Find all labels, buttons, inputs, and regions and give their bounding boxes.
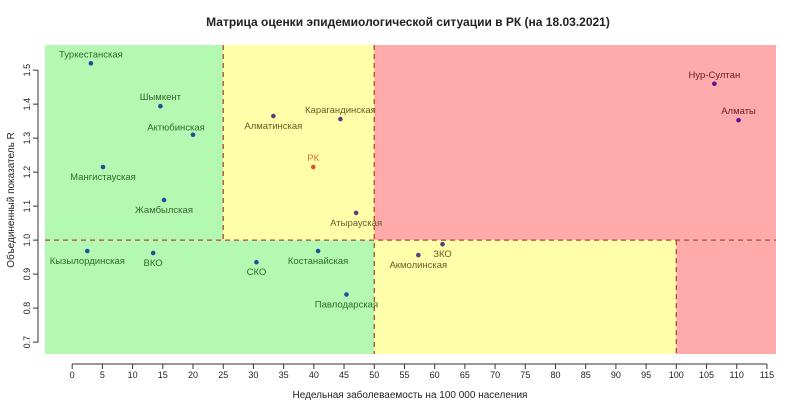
data-point xyxy=(338,116,343,122)
point-label: Актюбинская xyxy=(147,123,205,134)
x-tick-label: 30 xyxy=(248,370,258,380)
zones xyxy=(45,45,776,354)
y-axis-label: Объединенный показатель R xyxy=(5,132,17,268)
x-tick-label: 10 xyxy=(128,370,138,380)
data-point xyxy=(416,252,421,258)
zone-green-bottom xyxy=(45,240,375,354)
data-point xyxy=(440,241,445,247)
x-tick-label: 25 xyxy=(218,370,228,380)
point-label: Акмолинская xyxy=(389,260,447,271)
x-tick-label: 85 xyxy=(581,370,591,380)
data-point xyxy=(271,113,276,119)
x-tick-label: 5 xyxy=(100,370,105,380)
data-point xyxy=(712,81,717,87)
point-label: СКО xyxy=(247,267,267,278)
point-label: ЗКО xyxy=(433,249,452,260)
y-tick-label: 0.7 xyxy=(22,336,32,349)
x-tick-label: 45 xyxy=(339,370,349,380)
data-point xyxy=(100,164,106,170)
x-tick-label: 20 xyxy=(188,370,198,380)
data-point xyxy=(88,61,94,66)
zone-red-top xyxy=(374,45,776,241)
point-label: Жамбылская xyxy=(135,205,193,216)
data-point xyxy=(190,132,196,138)
chart-title: Матрица оценки эпидемиологической ситуац… xyxy=(206,15,610,29)
x-tick-label: 15 xyxy=(158,370,168,380)
data-point xyxy=(353,210,359,216)
point-label: Нур-Султан xyxy=(689,70,741,81)
point-label: Туркестанская xyxy=(59,49,123,60)
point-label: Карагандинская xyxy=(305,105,376,116)
y-tick-label: 1.4 xyxy=(22,98,32,111)
x-tick-label: 0 xyxy=(70,370,75,380)
point-label: Алматы xyxy=(721,106,756,117)
point-label: Мангистауская xyxy=(70,172,136,183)
x-tick-label: 60 xyxy=(430,370,440,380)
x-tick-label: 40 xyxy=(309,370,319,380)
point-label: Атырауская xyxy=(330,218,382,229)
data-point xyxy=(158,103,163,109)
x-tick-label: 50 xyxy=(369,370,379,380)
x-axis-label: Недельная заболеваемость на 100 000 насе… xyxy=(293,389,528,401)
point-label: РК xyxy=(307,153,319,164)
y-tick-label: 0.8 xyxy=(22,302,32,315)
data-point xyxy=(344,292,349,297)
x-tick-label: 35 xyxy=(279,370,289,380)
data-point xyxy=(310,164,316,170)
y-tick-label: 1.1 xyxy=(22,200,32,213)
x-tick-label: 75 xyxy=(520,370,530,380)
point-label: Шымкент xyxy=(140,92,182,103)
data-point xyxy=(254,259,259,265)
x-tick-label: 100 xyxy=(669,370,684,380)
point-label: Костанайская xyxy=(288,256,348,267)
data-point xyxy=(84,248,90,254)
x-tick-label: 70 xyxy=(490,370,500,380)
x-tick-label: 95 xyxy=(641,370,651,380)
x-tick-label: 105 xyxy=(699,370,714,380)
point-label: Алматинская xyxy=(244,121,302,132)
zone-green-top xyxy=(45,45,224,241)
x-tick-label: 55 xyxy=(399,370,409,380)
y-tick-label: 0.9 xyxy=(22,268,32,281)
zone-yellow-bottom xyxy=(374,240,677,354)
data-point xyxy=(736,117,741,123)
points: Туркестанская Шымкент Актюбинская Мангистау… xyxy=(50,49,756,310)
zone-red-bottom xyxy=(676,240,776,354)
y-tick-label: 1.5 xyxy=(22,64,32,77)
data-point xyxy=(150,250,156,256)
x-tick-label: 115 xyxy=(760,370,774,380)
y-tick-label: 1.3 xyxy=(22,132,32,145)
data-point xyxy=(161,197,167,203)
point-label: ВКО xyxy=(144,258,163,269)
x-tick-label: 80 xyxy=(550,370,560,380)
zone-yellow-top xyxy=(223,45,375,241)
y-tick-label: 1.2 xyxy=(22,166,32,179)
x-tick-label: 65 xyxy=(460,370,470,380)
x-tick-label: 110 xyxy=(730,370,744,380)
data-point xyxy=(315,248,321,254)
axes: 0 5 10 15 20 25 30 35 40 45 50 55 60 65 70 75 80 85 90 95 10… xyxy=(22,64,774,380)
threshold-lines xyxy=(45,45,776,354)
x-tick-label: 90 xyxy=(611,370,621,380)
point-label: Кызылординская xyxy=(50,256,125,267)
point-label: Павлодарская xyxy=(315,300,378,311)
y-tick-label: 1.0 xyxy=(22,234,32,247)
